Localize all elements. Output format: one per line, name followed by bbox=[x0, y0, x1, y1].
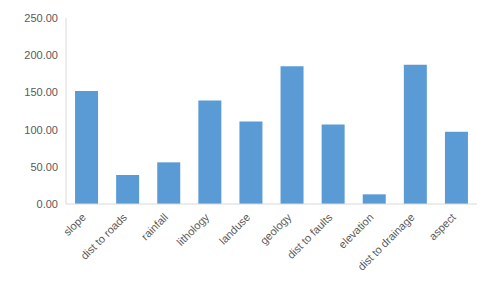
svg-text:dist to roads: dist to roads bbox=[78, 211, 129, 262]
svg-text:dist to faults: dist to faults bbox=[285, 211, 335, 261]
svg-text:slope: slope bbox=[61, 211, 88, 238]
svg-text:200.00: 200.00 bbox=[24, 49, 58, 61]
svg-text:dist to drainage: dist to drainage bbox=[355, 211, 417, 273]
svg-text:150.00: 150.00 bbox=[24, 86, 58, 98]
svg-text:lithology: lithology bbox=[174, 211, 211, 248]
svg-text:50.00: 50.00 bbox=[30, 161, 58, 173]
svg-text:landuse: landuse bbox=[217, 211, 253, 247]
svg-text:0.00: 0.00 bbox=[37, 198, 58, 210]
svg-text:elevation: elevation bbox=[336, 211, 376, 251]
svg-text:100.00: 100.00 bbox=[24, 124, 58, 136]
svg-text:geology: geology bbox=[258, 211, 294, 247]
svg-text:250.00: 250.00 bbox=[24, 12, 58, 24]
svg-text:aspect: aspect bbox=[426, 211, 457, 242]
svg-text:rainfall: rainfall bbox=[139, 211, 170, 242]
